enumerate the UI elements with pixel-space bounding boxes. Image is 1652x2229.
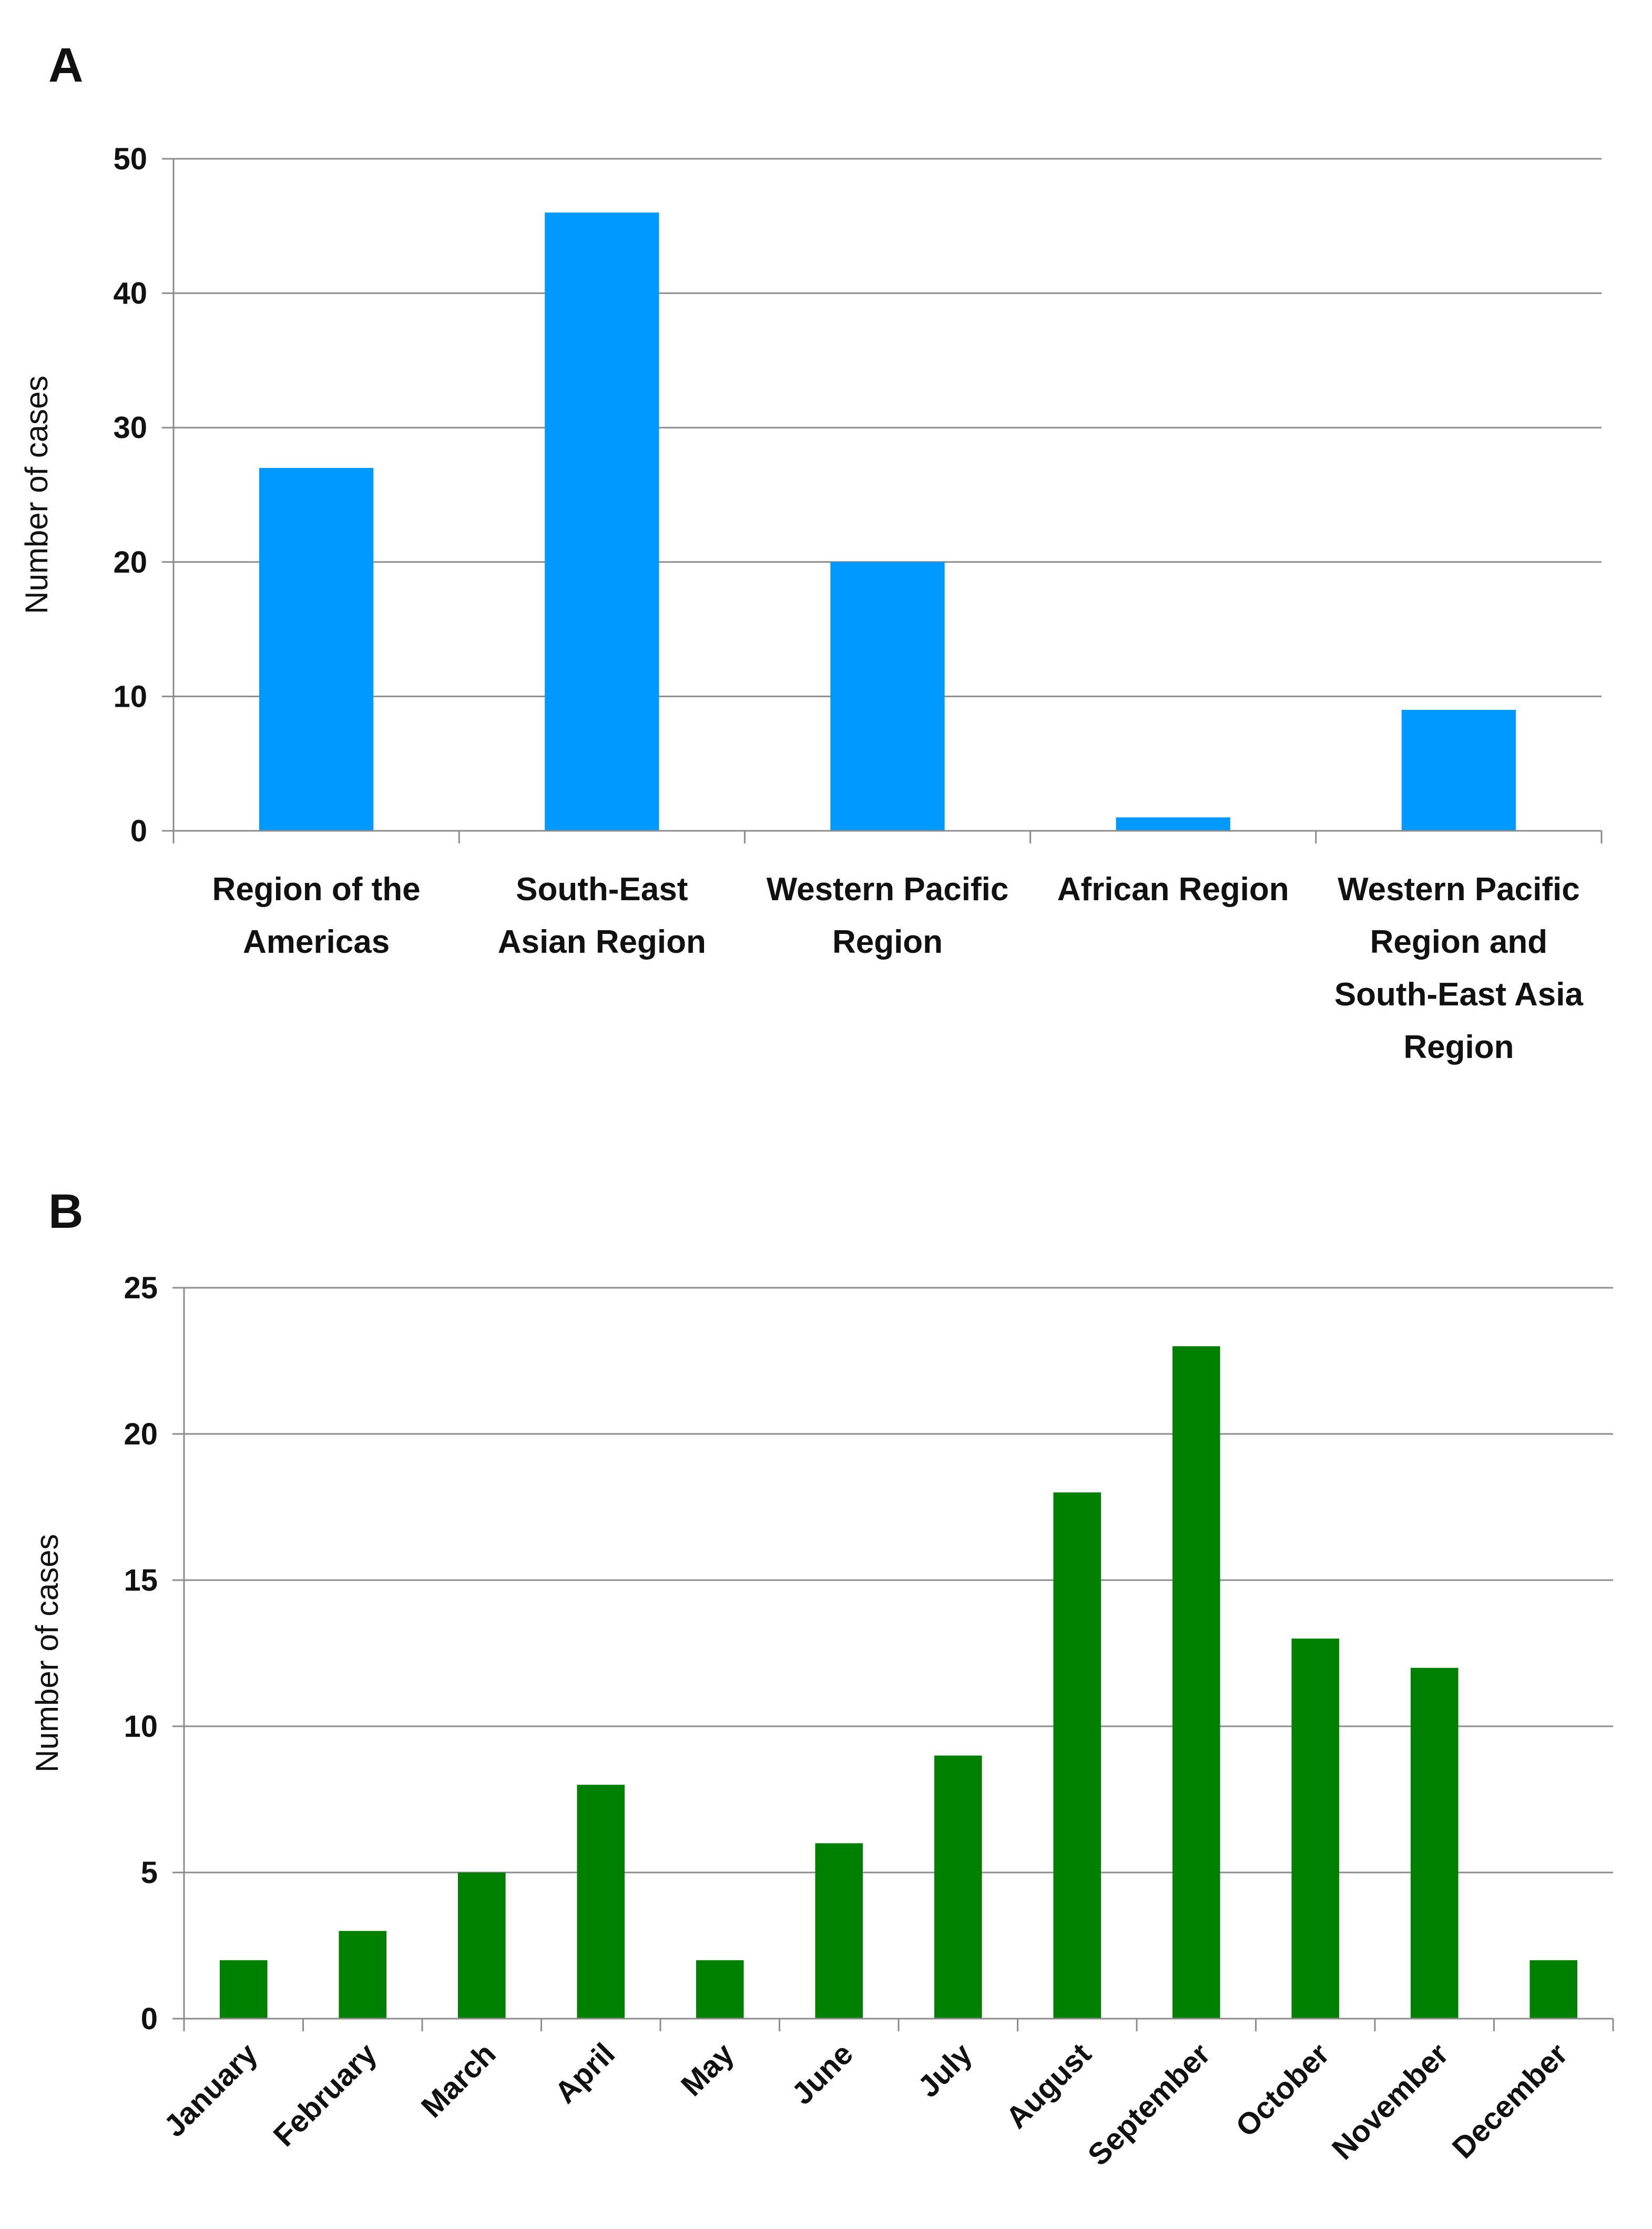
bar xyxy=(830,562,945,831)
x-category-label: South-East Asia xyxy=(1334,976,1584,1013)
chart-b-axes xyxy=(172,1287,1614,2031)
x-category-label: Western Pacific xyxy=(1338,871,1580,908)
x-category-label: August xyxy=(1000,2037,1098,2135)
y-tick-label: 40 xyxy=(113,277,147,311)
x-category-label: Americas xyxy=(243,924,390,960)
bar xyxy=(1053,1492,1102,2019)
chart-a-x-tick-labels: Region of the Americas South-East Asian Reg… xyxy=(212,871,1584,1065)
x-category-label: Western Pacific xyxy=(767,871,1009,908)
x-category-label: South-East xyxy=(516,871,688,908)
chart-a-axes xyxy=(162,158,1603,843)
panel-letter-b: B xyxy=(48,1185,83,1238)
y-tick-label: 0 xyxy=(130,814,147,848)
bar xyxy=(339,1931,387,2019)
chart-b-bars xyxy=(219,1346,1578,2019)
bar xyxy=(457,1872,506,2019)
y-tick-label: 20 xyxy=(124,1417,158,1451)
bar xyxy=(1401,709,1516,831)
bar xyxy=(577,1785,625,2019)
y-tick-label: 10 xyxy=(113,679,147,714)
chart-b-y-tick-labels: 0 5 10 15 20 25 xyxy=(124,1271,158,2036)
bar xyxy=(815,1843,863,2019)
x-category-label: January xyxy=(157,2037,264,2143)
panel-letter-a: A xyxy=(48,38,83,92)
chart-panel-a: A 0 10 20 30 40 50 Region of the Americas South… xyxy=(19,38,1603,1065)
x-category-label: July xyxy=(911,2037,978,2104)
bar xyxy=(1529,1960,1578,2019)
chart-b-y-axis-title: Number of cases xyxy=(29,1534,65,1773)
bar xyxy=(1410,1667,1459,2019)
x-category-label: April xyxy=(548,2037,621,2110)
chart-a-y-tick-labels: 0 10 20 30 40 50 xyxy=(113,142,147,848)
bar xyxy=(696,1960,744,2019)
x-category-label: June xyxy=(785,2037,860,2111)
x-category-label: February xyxy=(267,2037,383,2153)
x-category-label: African Region xyxy=(1057,871,1289,908)
chart-panel-b: B 0 5 10 15 20 25 January February March April Ma… xyxy=(29,1185,1614,2172)
y-tick-label: 5 xyxy=(141,1856,158,1890)
x-category-label: Region and xyxy=(1370,924,1548,960)
x-category-label: Asian Region xyxy=(498,924,706,960)
x-category-label: March xyxy=(415,2037,503,2124)
chart-a-bars xyxy=(259,212,1516,831)
x-category-label: Region of the xyxy=(212,871,421,908)
x-category-label: September xyxy=(1082,2037,1217,2172)
chart-b-gridlines xyxy=(184,1287,1613,1874)
y-tick-label: 20 xyxy=(113,545,147,579)
x-category-label: Region xyxy=(1403,1029,1514,1065)
bar xyxy=(1291,1638,1340,2019)
bar xyxy=(259,467,374,831)
chart-a-y-axis-title: Number of cases xyxy=(19,375,54,614)
bar xyxy=(934,1755,982,2019)
chart-a-gridlines xyxy=(174,158,1602,697)
bar xyxy=(219,1960,268,2019)
y-tick-label: 30 xyxy=(113,411,147,445)
x-category-label: May xyxy=(675,2037,741,2103)
chart-b-x-tick-labels: January February March April May June July Augu… xyxy=(157,2037,1574,2172)
y-tick-label: 15 xyxy=(124,1563,158,1597)
bar xyxy=(545,212,659,831)
y-tick-label: 25 xyxy=(124,1271,158,1305)
x-category-label: Region xyxy=(832,924,943,960)
y-tick-label: 10 xyxy=(124,1709,158,1744)
y-tick-label: 0 xyxy=(141,2002,158,2036)
bar xyxy=(1172,1346,1220,2019)
y-tick-label: 50 xyxy=(113,142,147,176)
x-category-label: October xyxy=(1229,2037,1336,2143)
x-category-label: November xyxy=(1325,2037,1455,2166)
x-category-label: December xyxy=(1446,2037,1574,2165)
bar xyxy=(1116,817,1230,831)
